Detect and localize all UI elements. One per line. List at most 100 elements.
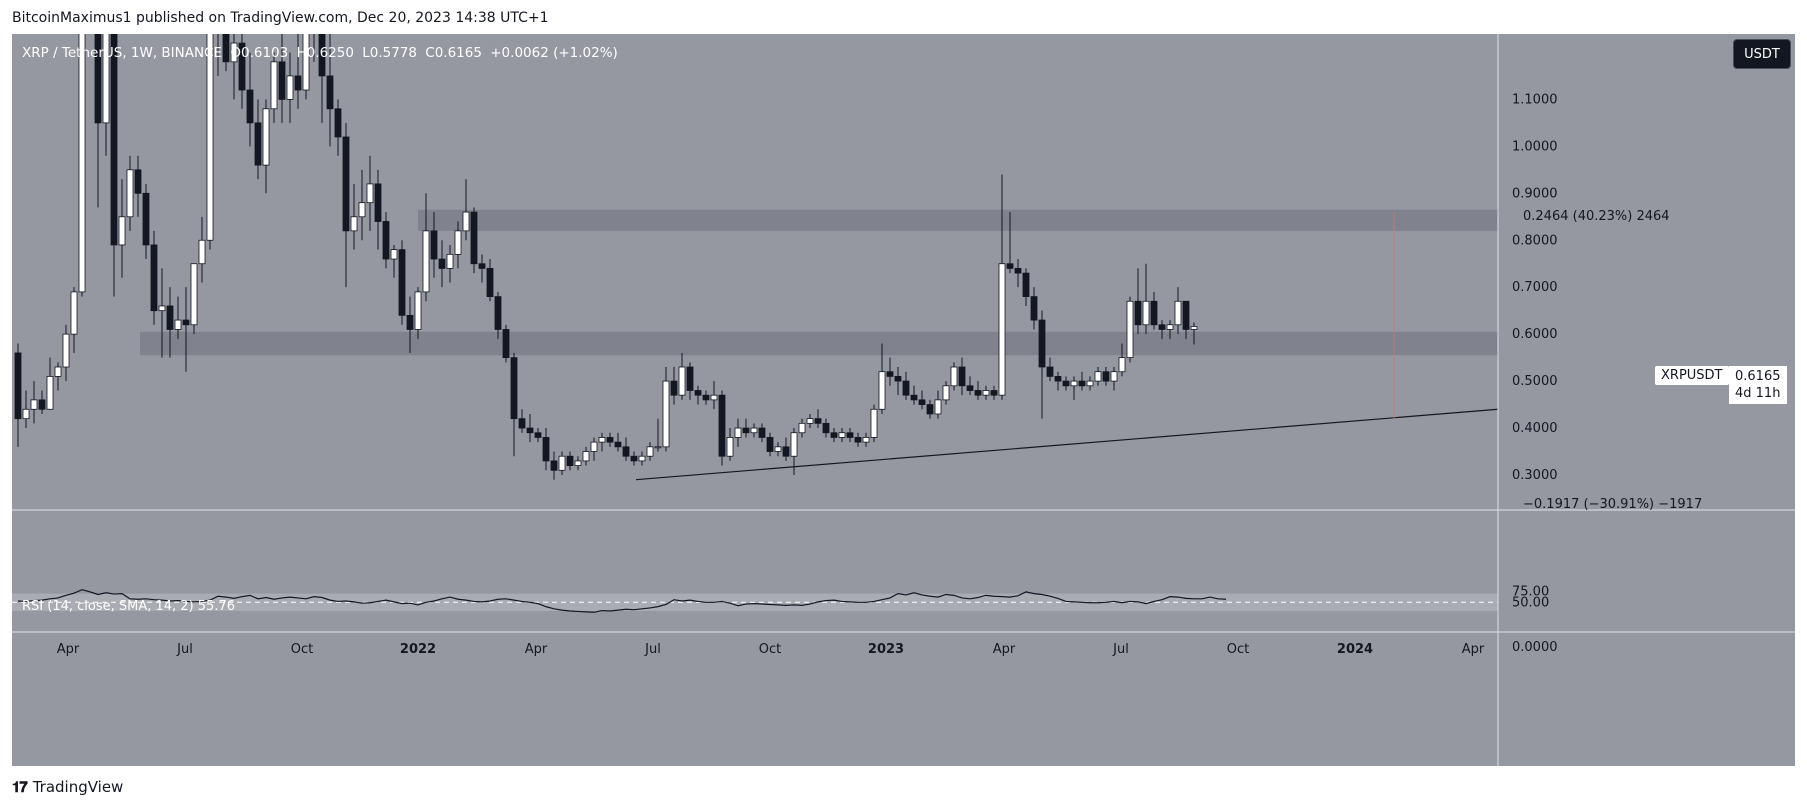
candle-body bbox=[806, 418, 814, 424]
candle-body bbox=[982, 390, 990, 396]
candle-body bbox=[190, 263, 198, 326]
candle-body bbox=[1150, 300, 1158, 326]
time-tick-label: 2022 bbox=[400, 642, 436, 657]
candle-body bbox=[302, 34, 310, 91]
symbol-price-label: XRPUSDT bbox=[1655, 366, 1729, 385]
candle-body bbox=[182, 319, 190, 326]
candle-body bbox=[278, 61, 286, 100]
candle-body bbox=[750, 427, 758, 434]
candle-body bbox=[230, 42, 238, 63]
candle-body bbox=[446, 253, 454, 269]
publisher-caption: BitcoinMaximus1 published on TradingView… bbox=[12, 10, 549, 26]
candle-body bbox=[1118, 357, 1126, 373]
candle-body bbox=[798, 422, 806, 434]
candle-body bbox=[110, 34, 118, 246]
candle-body bbox=[646, 446, 654, 457]
chart-area[interactable]: 1.1000 1.0000 0.9000 0.8000 0.7000 0.6000 0.50… bbox=[12, 34, 1795, 766]
candle-body bbox=[486, 268, 494, 297]
time-tick-label: Apr bbox=[993, 642, 1016, 657]
candle-body bbox=[830, 432, 838, 438]
symbol-legend[interactable]: XRP / TetherUS, 1W, BINANCE O0.6103 H0.6… bbox=[22, 45, 622, 61]
candle-body bbox=[974, 390, 982, 396]
candle-body bbox=[1022, 272, 1030, 297]
candle-body bbox=[758, 427, 766, 438]
time-tick-label: Jul bbox=[176, 642, 193, 657]
candle-body bbox=[1006, 263, 1014, 269]
candle-body bbox=[358, 202, 366, 218]
legend-close: C0.6165 bbox=[425, 45, 482, 61]
time-tick-label: Apr bbox=[525, 642, 548, 657]
currency-button[interactable]: USDT bbox=[1733, 39, 1791, 69]
candle-body bbox=[718, 394, 726, 457]
legend-high: H0.6250 bbox=[296, 45, 354, 61]
candle-body bbox=[710, 394, 718, 401]
candle-body bbox=[1030, 296, 1038, 321]
candle-body bbox=[942, 385, 950, 401]
candle-body bbox=[926, 404, 934, 415]
candle-body bbox=[254, 122, 262, 166]
candle-body bbox=[1174, 300, 1182, 326]
time-axis: Apr Jul Oct 2022 Apr Jul Oct 2023 Apr Jul Oct 2024 A… bbox=[57, 642, 1485, 657]
candle-body bbox=[774, 446, 782, 452]
candle-body bbox=[382, 221, 390, 260]
candle-body bbox=[102, 34, 110, 124]
candle-body bbox=[38, 399, 46, 410]
candle-body bbox=[454, 230, 462, 255]
candle-body bbox=[366, 183, 374, 204]
measure-label-lower: −0.1917 (−30.91%) −1917 bbox=[1523, 497, 1703, 512]
candle-body bbox=[438, 258, 446, 269]
time-tick-label: Jul bbox=[1112, 642, 1129, 657]
candle-body bbox=[526, 427, 534, 434]
rsi-legend[interactable]: RSI (14, close, SMA, 14, 2) 55.76 bbox=[22, 599, 236, 614]
candle-body bbox=[598, 437, 606, 443]
bar-countdown: 4d 11h bbox=[1735, 386, 1781, 401]
candle-body bbox=[1158, 324, 1166, 330]
candle-body bbox=[262, 108, 270, 166]
legend-low: L0.5778 bbox=[362, 45, 417, 61]
time-tick-label: Apr bbox=[57, 642, 80, 657]
candle-body bbox=[246, 89, 254, 124]
candle-body bbox=[1062, 380, 1070, 387]
candle-body bbox=[318, 34, 326, 77]
candle-body bbox=[606, 437, 614, 443]
candle-body bbox=[206, 34, 214, 241]
candle-body bbox=[742, 427, 750, 434]
candle-body bbox=[54, 366, 62, 377]
candle-body bbox=[462, 211, 470, 232]
price-tick-label: 0.7000 bbox=[1512, 280, 1558, 295]
candle-body bbox=[1054, 376, 1062, 382]
candle-body bbox=[990, 390, 998, 396]
candle-body bbox=[822, 422, 830, 434]
candle-body bbox=[766, 437, 774, 452]
price-tick-label: 1.1000 bbox=[1512, 92, 1558, 107]
candle-body bbox=[534, 432, 542, 438]
last-price-label: 0.6165 4d 11h bbox=[1729, 366, 1787, 404]
ascending-trendline bbox=[635, 408, 1499, 481]
candle-body bbox=[166, 305, 174, 330]
candle-body bbox=[1142, 300, 1150, 326]
candle-body bbox=[430, 230, 438, 260]
candle-body bbox=[1182, 300, 1190, 330]
candle-body bbox=[638, 455, 646, 462]
candle-body bbox=[958, 366, 966, 387]
candle-body bbox=[222, 34, 230, 63]
candle-body bbox=[406, 314, 414, 330]
horizontal-zones bbox=[140, 209, 1498, 356]
trendline-layer bbox=[635, 408, 1499, 481]
candle-body bbox=[390, 249, 398, 260]
candle-body bbox=[934, 399, 942, 415]
candle-body bbox=[622, 446, 630, 457]
tradingview-footer[interactable]: 𝟏𝟕 TradingView bbox=[12, 778, 123, 796]
candle-body bbox=[1078, 380, 1086, 387]
candle-body bbox=[1046, 366, 1054, 377]
time-tick-label: Oct bbox=[291, 642, 313, 657]
footer-brand: TradingView bbox=[32, 778, 124, 796]
candle-body bbox=[350, 216, 358, 232]
candle-body bbox=[734, 427, 742, 438]
candle-body bbox=[966, 385, 974, 391]
zone-resistance bbox=[418, 209, 1498, 231]
candle-body bbox=[174, 319, 182, 330]
time-tick-label: 2023 bbox=[868, 642, 904, 657]
candle-body bbox=[654, 446, 662, 449]
candle-body bbox=[78, 34, 86, 293]
